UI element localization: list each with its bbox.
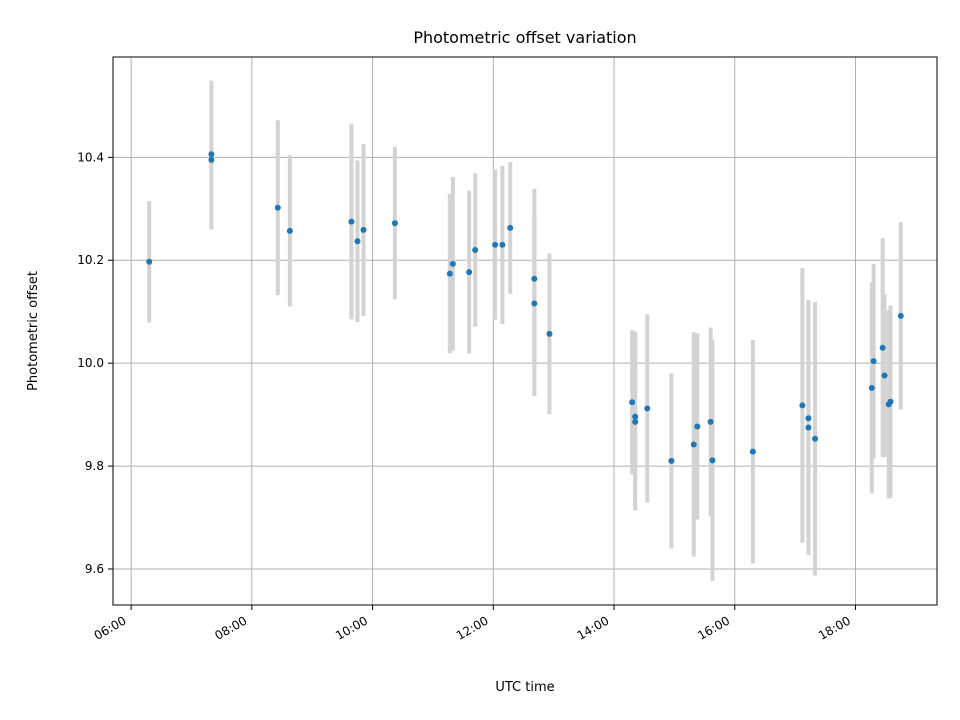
y-axis-label: Photometric offset [26, 271, 41, 391]
data-point [472, 246, 479, 253]
chart-title: Photometric offset variation [413, 28, 636, 47]
data-point [812, 435, 819, 442]
grid [113, 57, 937, 605]
data-point [466, 269, 473, 276]
data-point [709, 457, 716, 464]
y-tick-label: 10.2 [77, 253, 104, 267]
data-point [531, 300, 538, 307]
data-point [805, 424, 812, 431]
data-point [868, 384, 875, 391]
data-point [632, 418, 639, 425]
y-tick-label: 10.4 [77, 150, 104, 164]
data-point [879, 344, 886, 351]
data-point [881, 372, 888, 379]
data-point [805, 415, 812, 422]
data-point [632, 413, 639, 420]
data-point [668, 457, 675, 464]
data-point [629, 399, 636, 406]
data-point [749, 448, 756, 455]
data-point [208, 151, 215, 158]
data-point [707, 418, 714, 425]
y-axis-ticks: 9.6 9.8 10.0 10.2 10.4 [77, 150, 113, 576]
data-point [274, 204, 281, 211]
data-point [897, 312, 904, 319]
data-point [391, 220, 398, 227]
data-point [531, 275, 538, 282]
data-point [360, 226, 367, 233]
data-point [354, 238, 361, 245]
data-point [546, 330, 553, 337]
y-tick-label: 10.0 [77, 356, 104, 370]
data-point [286, 227, 293, 234]
data-point [348, 218, 355, 225]
data-point [887, 398, 894, 405]
data-point [690, 441, 697, 448]
data-point [446, 270, 453, 277]
data-point [208, 156, 215, 163]
x-axis-label: UTC time [495, 680, 554, 695]
data-point [449, 260, 456, 267]
plot-frame [112, 56, 938, 606]
data-point [499, 241, 506, 248]
data-point [694, 423, 701, 430]
data-point [644, 405, 651, 412]
data-point [146, 258, 153, 265]
y-tick-label: 9.6 [85, 562, 104, 576]
y-tick-label: 9.8 [85, 459, 104, 473]
data-point [799, 402, 806, 409]
data-point [507, 224, 514, 231]
data-point [870, 358, 877, 365]
data-points [146, 151, 904, 464]
data-point [492, 241, 499, 248]
